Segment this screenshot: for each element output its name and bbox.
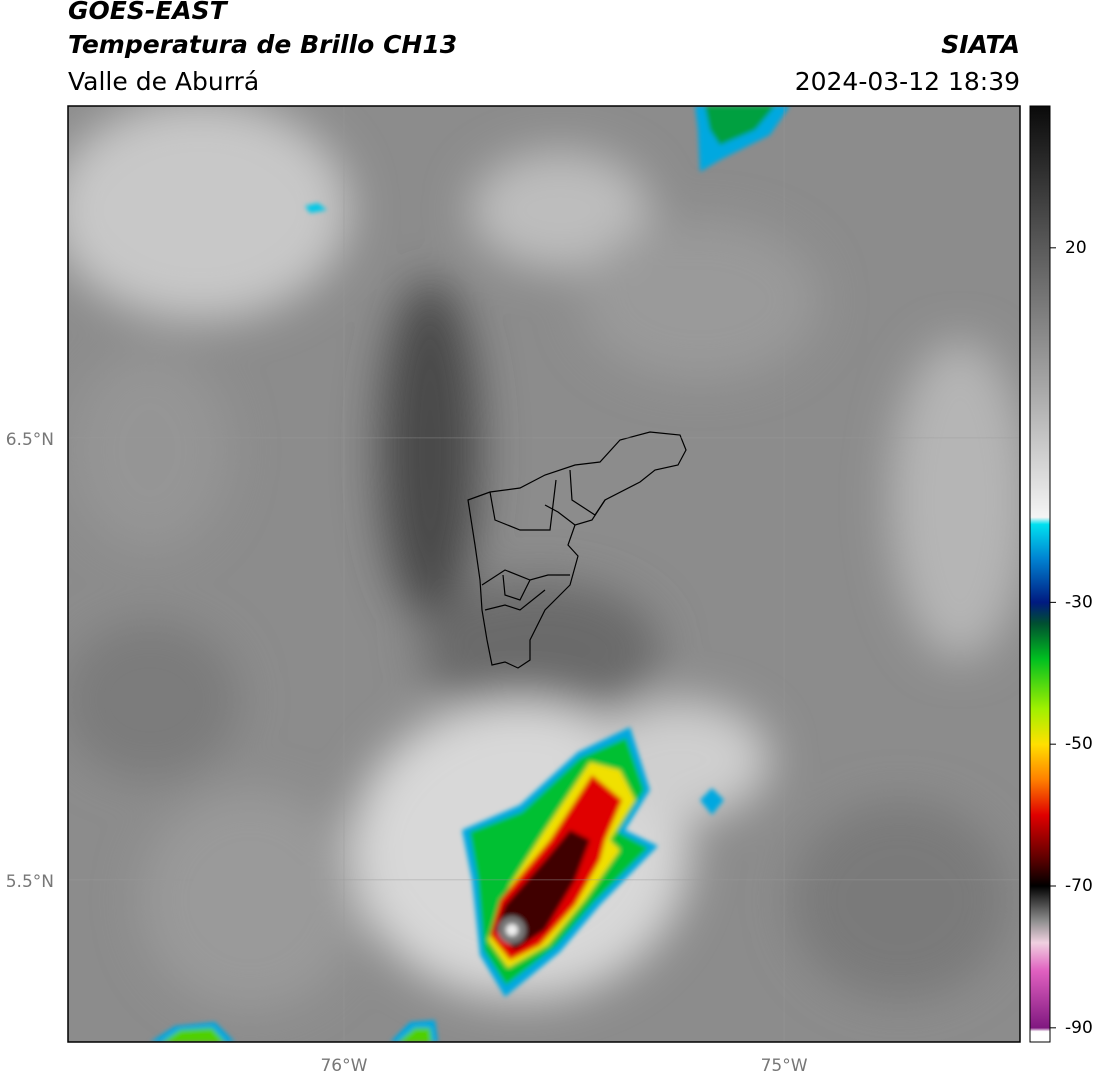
colorbar: [1029, 105, 1051, 1043]
datetime: 2024-03-12 18:39: [795, 67, 1020, 96]
subtitle: Temperatura de Brillo CH13: [68, 30, 457, 59]
colorbar-tick-label: 20: [1065, 238, 1087, 258]
lon-tick-label: 76°W: [320, 1056, 367, 1076]
map-frame: [67, 105, 1021, 1043]
source: SIATA: [941, 30, 1020, 59]
colorbar-tick-label: -70: [1065, 876, 1093, 896]
colorbar-tick-label: -90: [1065, 1018, 1093, 1038]
region: Valle de Aburrá: [68, 67, 259, 96]
municipal-boundaries: [467, 431, 687, 669]
map-grid: [68, 106, 1020, 1042]
lat-tick-label: 5.5°N: [6, 872, 54, 892]
colorbar-tick-label: -50: [1065, 734, 1093, 754]
colorbar-tick-label: -30: [1065, 592, 1093, 612]
lat-tick-label: 6.5°N: [6, 430, 54, 450]
lon-tick-label: 75°W: [761, 1056, 808, 1076]
title: GOES-EAST: [68, 0, 229, 25]
satellite-image: [68, 106, 1020, 1042]
